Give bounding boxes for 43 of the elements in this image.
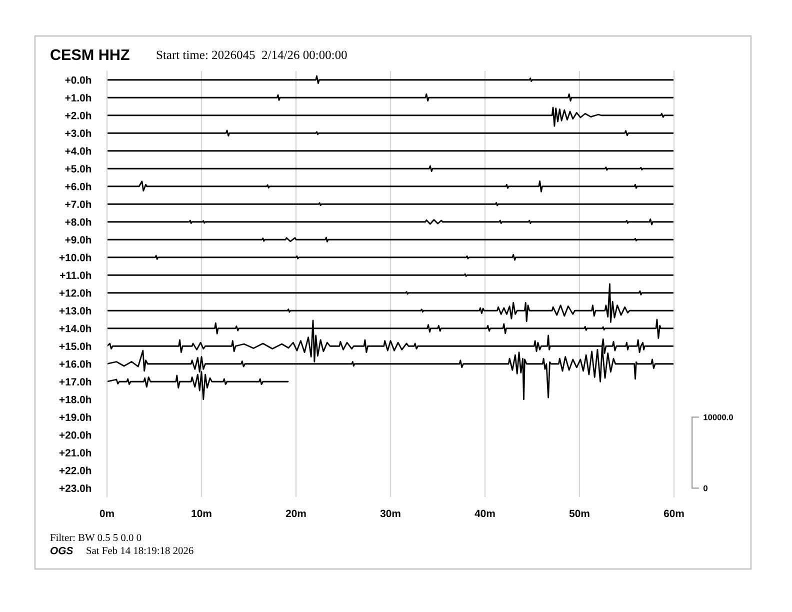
y-tick-label: +11.0h <box>60 271 92 279</box>
y-tick-label: +21.0h <box>59 448 92 456</box>
y-tick-label: +12.0h <box>59 289 92 297</box>
x-tick-label: 10m <box>192 510 212 518</box>
x-tick-label: 30m <box>380 510 400 518</box>
y-tick-label: +23.0h <box>59 484 92 492</box>
y-tick-label: +16.0h <box>59 360 92 368</box>
x-tick-label: 40m <box>474 510 495 518</box>
y-tick-label: +8.0h <box>65 218 92 226</box>
text: Filter: BW 0.5 5 0.0 0 <box>50 534 142 542</box>
chart-subtitle: Start time: 2026045 2/14/26 00:00:00 <box>156 50 347 60</box>
y-tick-label: +22.0h <box>59 466 92 474</box>
x-tick-label: 60m <box>664 510 684 518</box>
y-tick-label: +3.0h <box>65 129 92 138</box>
y-tick-label: +17.0h <box>59 378 92 386</box>
y-tick-label: +15.0h <box>59 342 92 350</box>
y-tick-label: +18.0h <box>59 396 92 404</box>
x-tick-label: 0m <box>100 510 114 518</box>
line-series <box>107 93 674 102</box>
line-series <box>107 106 674 127</box>
text: Sat Feb 14 18:19:18 2026 <box>86 546 194 554</box>
chart-title: CESM HHZ <box>50 49 130 60</box>
line-series <box>107 180 674 192</box>
y2-tick-label: 10000.0 <box>704 414 733 420</box>
y-tick-label: +5.0h <box>65 164 92 172</box>
y-tick-label: +2.0h <box>65 112 92 120</box>
y-tick-label: +1.0h <box>65 94 92 102</box>
x-tick-label: 50m <box>569 510 590 518</box>
y-tick-label: +7.0h <box>65 200 92 208</box>
line-series <box>107 75 674 84</box>
y-tick-label: +10.0h <box>59 254 92 262</box>
x-tick-label: 20m <box>286 510 306 518</box>
y2-tick-label: 0 <box>703 485 708 492</box>
line-series <box>107 283 674 323</box>
y-tick-label: +0.0h <box>65 76 92 84</box>
y-tick-label: +4.0h <box>65 147 92 155</box>
text: OGS <box>50 546 74 554</box>
y-tick-label: +14.0h <box>59 324 92 332</box>
y-tick-label: +9.0h <box>65 236 92 244</box>
y-tick-label: +20.0h <box>59 431 92 439</box>
y-tick-label: +13.0h <box>59 306 92 315</box>
y-tick-label: +19.0h <box>59 413 92 421</box>
y-tick-label: +6.0h <box>65 182 92 190</box>
